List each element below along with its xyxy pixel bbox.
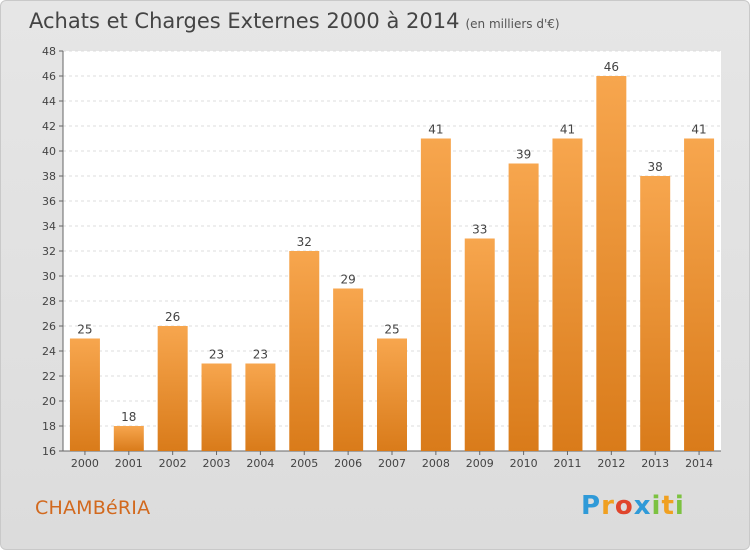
y-tick-label: 42 (42, 120, 56, 133)
bar-2004 (245, 363, 276, 451)
bar-value-label: 29 (340, 273, 355, 287)
y-tick-label: 20 (42, 395, 56, 408)
bar-2000 (69, 338, 100, 451)
y-tick-label: 22 (42, 370, 56, 383)
logo-letter-t: t (661, 491, 675, 521)
y-tick-label: 46 (42, 70, 56, 83)
logo-letter-p: P (581, 491, 602, 521)
bar-2006 (333, 288, 364, 451)
x-tick-label: 2000 (71, 457, 99, 470)
chart-title: Achats et Charges Externes 2000 à 2014 (e… (29, 9, 560, 33)
bar-value-label: 41 (560, 123, 575, 137)
x-tick-label: 2008 (422, 457, 450, 470)
x-tick-label: 2009 (466, 457, 494, 470)
y-tick-label: 28 (42, 295, 56, 308)
bar-2003 (201, 363, 232, 451)
y-tick-label: 36 (42, 195, 56, 208)
x-tick-label: 2012 (597, 457, 625, 470)
bar-2009 (464, 238, 495, 451)
bar-2005 (289, 251, 320, 451)
bar-value-label: 25 (384, 323, 399, 337)
x-tick-label: 2001 (115, 457, 143, 470)
y-tick-label: 44 (42, 95, 56, 108)
bar-value-label: 25 (77, 323, 92, 337)
y-tick-label: 24 (42, 345, 56, 358)
bar-value-label: 38 (648, 160, 663, 174)
y-tick-label: 16 (42, 445, 56, 458)
bar-2011 (552, 138, 583, 451)
town-name: CHAMBéRIA (35, 497, 151, 519)
bar-value-label: 46 (604, 60, 619, 74)
y-tick-label: 32 (42, 245, 56, 258)
bar-2013 (640, 176, 671, 451)
x-tick-label: 2005 (290, 457, 318, 470)
bar-value-label: 33 (472, 223, 487, 237)
bar-2010 (508, 163, 539, 451)
y-tick-label: 38 (42, 170, 56, 183)
bar-2014 (684, 138, 715, 451)
x-tick-label: 2010 (510, 457, 538, 470)
y-tick-label: 18 (42, 420, 56, 433)
bar-2001 (113, 426, 144, 451)
y-tick-label: 48 (42, 45, 56, 58)
logo-letter-o: o (614, 491, 634, 521)
x-tick-label: 2004 (246, 457, 274, 470)
logo-letter-i2: i (674, 491, 685, 521)
proxiti-logo: Proxiti (581, 491, 685, 521)
chart-title-text: Achats et Charges Externes 2000 à 2014 (29, 9, 460, 33)
y-tick-label: 34 (42, 220, 56, 233)
logo-letter-i1: i (651, 491, 662, 521)
x-tick-label: 2007 (378, 457, 406, 470)
bar-2002 (157, 326, 188, 451)
x-tick-label: 2013 (641, 457, 669, 470)
chart-unit: (en milliers d'€) (465, 17, 560, 31)
bar-2008 (420, 138, 451, 451)
x-tick-label: 2006 (334, 457, 362, 470)
logo-letter-r: r (601, 491, 615, 521)
bar-2007 (377, 338, 407, 451)
y-tick-label: 30 (42, 270, 56, 283)
bar-value-label: 23 (209, 348, 224, 362)
bar-value-label: 23 (253, 348, 268, 362)
x-tick-label: 2003 (203, 457, 231, 470)
bar-value-label: 18 (121, 410, 136, 424)
y-tick-label: 26 (42, 320, 56, 333)
bar-value-label: 26 (165, 310, 180, 324)
logo-letter-x: x (633, 491, 652, 521)
bar-value-label: 32 (297, 235, 312, 249)
y-tick-label: 40 (42, 145, 56, 158)
bar-value-label: 41 (691, 123, 706, 137)
x-tick-label: 2002 (159, 457, 187, 470)
bar-value-label: 41 (428, 123, 443, 137)
bar-value-label: 39 (516, 148, 531, 162)
x-tick-label: 2014 (685, 457, 713, 470)
bar-2012 (596, 76, 627, 451)
x-tick-label: 2011 (553, 457, 581, 470)
